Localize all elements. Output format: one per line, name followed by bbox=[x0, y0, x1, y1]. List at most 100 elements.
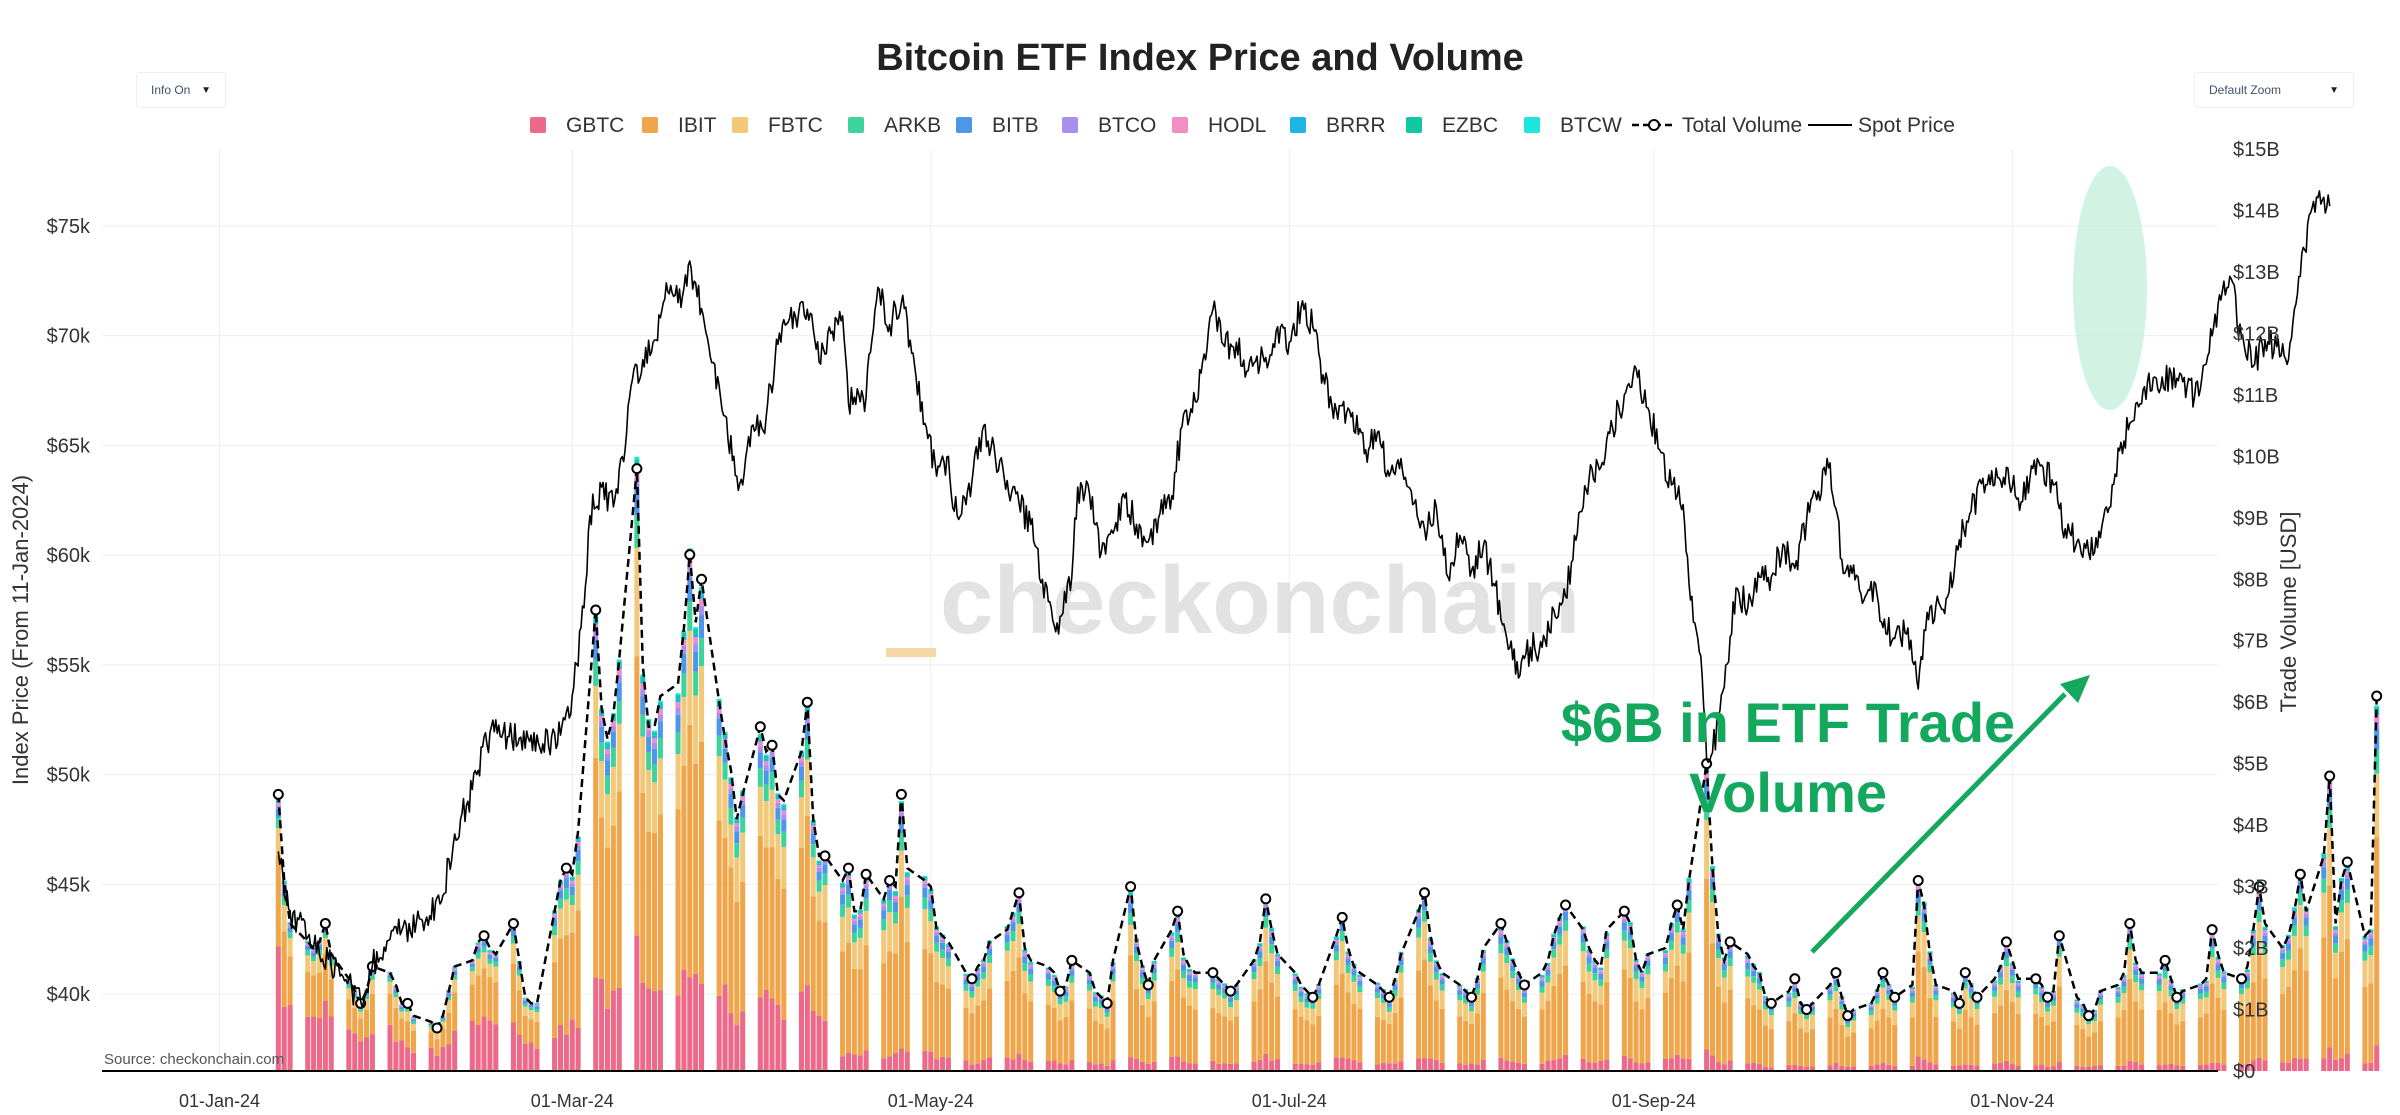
volume-bar-btco bbox=[1251, 963, 1257, 967]
volume-bar-bitb bbox=[1833, 979, 1839, 986]
volume-bar-brrr bbox=[763, 758, 769, 762]
volume-bar-hodl bbox=[1051, 977, 1057, 979]
volume-bar-bitb bbox=[687, 577, 693, 602]
volume-bar-btco bbox=[469, 962, 475, 964]
zoom-dropdown-label: Default Zoom bbox=[2209, 83, 2282, 97]
volume-bar-ibit bbox=[2238, 1013, 2245, 1065]
volume-bar-brrr bbox=[1439, 974, 1445, 976]
total-volume-marker bbox=[2030, 973, 2042, 985]
volume-bar-arkb bbox=[369, 975, 375, 980]
total-volume-marker bbox=[1912, 874, 1924, 886]
volume-bar-brrr bbox=[1180, 959, 1187, 961]
volume-bar-fbtc bbox=[1915, 915, 1921, 952]
spot-price-line bbox=[277, 190, 2331, 1009]
volume-bar-bitb bbox=[1721, 964, 1727, 971]
volume-bar-bitb bbox=[810, 833, 816, 845]
volume-bar-ibit bbox=[557, 938, 563, 1025]
volume-bar-ibit bbox=[892, 953, 899, 1054]
volume-bar-btco bbox=[687, 567, 693, 578]
volume-bar-fbtc bbox=[757, 786, 763, 836]
volume-bar-ibit bbox=[845, 942, 852, 1053]
volume-bar-ibit bbox=[2045, 1025, 2051, 1067]
chevron-down-icon bbox=[2329, 85, 2339, 96]
volume-bar-brrr bbox=[963, 975, 969, 977]
zoom-dropdown[interactable]: Default Zoom bbox=[2194, 72, 2354, 108]
volume-bar-brrr bbox=[757, 738, 763, 742]
volume-bar-btco bbox=[763, 765, 769, 771]
volume-bar-arkb bbox=[2327, 809, 2333, 828]
volume-bar-fbtc bbox=[945, 966, 951, 989]
volume-bar-bitb bbox=[369, 971, 375, 976]
volume-bar-arkb bbox=[1386, 1007, 1392, 1012]
info-dropdown[interactable]: Info On bbox=[136, 72, 226, 108]
volume-bar-ibit bbox=[2003, 989, 2009, 1061]
volume-bar-arkb bbox=[1563, 920, 1569, 931]
volume-bar-btcw bbox=[1598, 967, 1604, 969]
volume-bar-arkb bbox=[681, 673, 687, 697]
volume-bar-hodl bbox=[1216, 981, 1222, 983]
volume-bar-gbtc bbox=[1004, 1057, 1010, 1071]
volume-bar-bitb bbox=[1704, 783, 1710, 801]
volume-bar-bitb bbox=[1063, 991, 1069, 997]
volume-bar-bitb bbox=[887, 890, 893, 901]
volume-bar-gbtc bbox=[1704, 1049, 1710, 1071]
volume-bar-bitb bbox=[1468, 1002, 1475, 1007]
volume-bar-arkb bbox=[1392, 990, 1398, 996]
volume-bar-ibit bbox=[1874, 1020, 1880, 1065]
volume-bar-bitb bbox=[775, 807, 781, 820]
volume-bar-btco bbox=[975, 972, 981, 975]
volume-bar-bitb bbox=[522, 1000, 528, 1004]
volume-bar-ezbc bbox=[534, 1003, 540, 1005]
volume-bar-fbtc bbox=[2280, 967, 2286, 994]
volume-bar-gbtc bbox=[2121, 1065, 2127, 1071]
volume-bar-bitb bbox=[963, 979, 969, 985]
volume-bar-ibit bbox=[687, 724, 693, 978]
volume-bar-gbtc bbox=[757, 997, 763, 1071]
volume-bar-fbtc bbox=[322, 937, 328, 955]
volume-bar-ibit bbox=[2056, 986, 2062, 1062]
volume-bar-fbtc bbox=[2238, 994, 2245, 1014]
volume-bar-btco bbox=[1480, 954, 1486, 958]
volume-bar-ezbc bbox=[1457, 985, 1463, 987]
volume-bar-arkb bbox=[2045, 1006, 2051, 1012]
volume-bar-arkb bbox=[493, 961, 499, 967]
volume-bar-bitb bbox=[487, 954, 493, 959]
volume-bar-ibit bbox=[352, 1008, 358, 1034]
volume-bar-ibit bbox=[1839, 1024, 1845, 1066]
volume-bar-bitb bbox=[1133, 946, 1140, 954]
volume-bar-btco bbox=[798, 761, 804, 767]
volume-bar-bitb bbox=[563, 878, 569, 889]
volume-bar-ibit bbox=[604, 847, 611, 1009]
volume-bar-gbtc bbox=[945, 1057, 951, 1071]
volume-bar-arkb bbox=[945, 958, 951, 967]
volume-bar-hodl bbox=[740, 796, 746, 801]
volume-bar-bitb bbox=[1421, 900, 1428, 911]
volume-bar-fbtc bbox=[769, 789, 775, 848]
volume-bar-gbtc bbox=[522, 1043, 528, 1071]
volume-bar-fbtc bbox=[987, 963, 993, 989]
volume-bar-ibit bbox=[769, 847, 775, 999]
volume-bar-arkb bbox=[2344, 889, 2350, 903]
volume-bar-bitb bbox=[1257, 951, 1263, 958]
volume-bar-fbtc bbox=[1704, 819, 1710, 879]
volume-bar-arkb bbox=[734, 843, 740, 858]
volume-bar-hodl bbox=[2333, 930, 2339, 933]
volume-bar-ibit bbox=[305, 971, 311, 1017]
volume-bar-bitb bbox=[557, 890, 563, 899]
volume-bar-gbtc bbox=[1827, 1065, 1833, 1071]
volume-bar-bitb bbox=[2162, 965, 2168, 972]
volume-bar-ezbc bbox=[1028, 962, 1034, 964]
volume-bar-ibit bbox=[2162, 1002, 2168, 1065]
volume-bar-gbtc bbox=[2039, 1064, 2045, 1071]
volume-bar-fbtc bbox=[2039, 1002, 2045, 1017]
volume-bar-ibit bbox=[975, 1005, 981, 1064]
volume-bar-brrr bbox=[1022, 951, 1028, 953]
volume-bar-fbtc bbox=[2115, 1002, 2121, 1018]
total-volume-marker bbox=[631, 463, 643, 475]
volume-bar-gbtc bbox=[845, 1052, 852, 1071]
volume-bar-btco bbox=[2115, 990, 2121, 993]
volume-bar-fbtc bbox=[781, 846, 787, 889]
volume-bar-arkb bbox=[1510, 970, 1516, 978]
volume-bar-arkb bbox=[1992, 990, 1998, 997]
volume-bar-ezbc bbox=[657, 702, 663, 706]
